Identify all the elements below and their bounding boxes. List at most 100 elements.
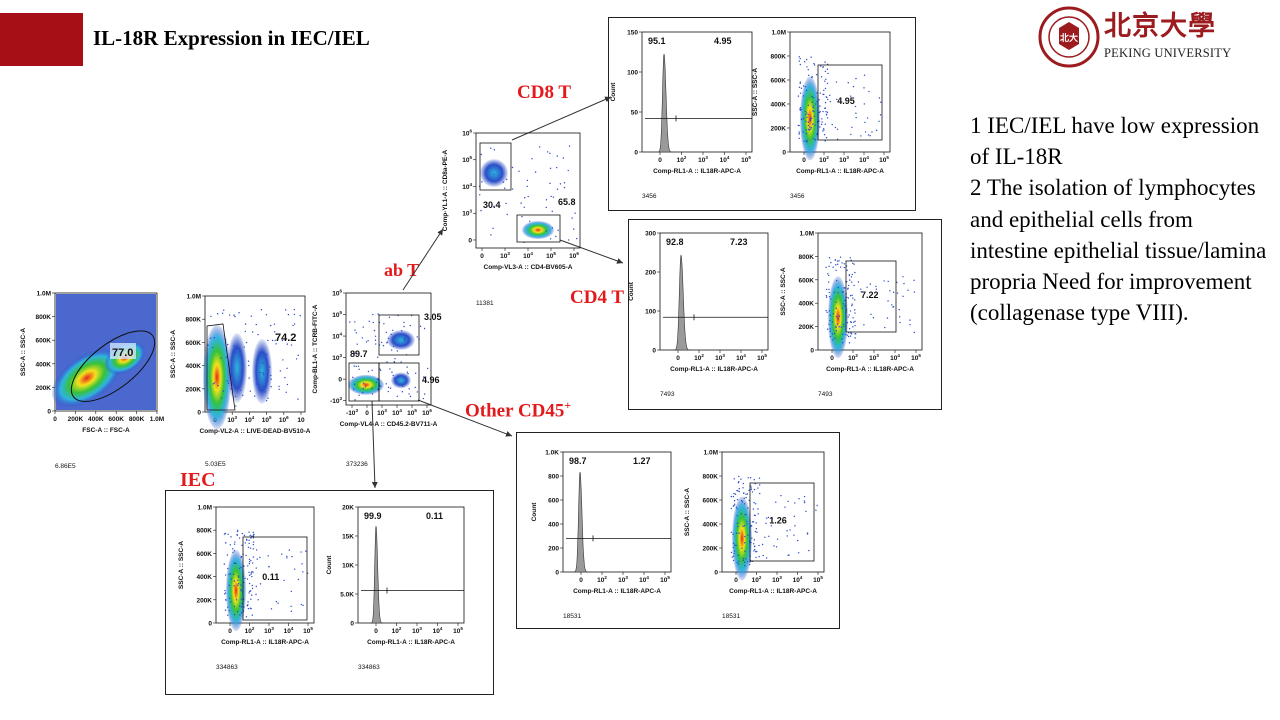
tcrb-event-dot [394, 357, 396, 360]
cd8cd4-xtick-exp: 3 [507, 251, 510, 256]
iec_dot-event-dot [256, 558, 258, 560]
cd8cd4-event-count: 11381 [476, 300, 494, 307]
cd4_dot-event-dot [851, 273, 854, 276]
other_dot-event-dot [744, 564, 746, 567]
cd8_dot-event-dot [855, 116, 857, 119]
cd8_dot-event-dot [800, 118, 803, 120]
other_dot-event-dot [750, 525, 752, 528]
tcrb-event-dot [422, 397, 425, 400]
cd8cd4-event-dot [555, 235, 557, 238]
cd8cd4-event-dot [493, 205, 495, 208]
iec_hist-xtick-exp: 4 [440, 626, 443, 631]
cd8cd4-event-dot [488, 205, 490, 207]
cd8_dot-event-dot [810, 56, 812, 58]
cd8_dot-event-dot [807, 124, 810, 127]
iec_dot-event-dot [243, 606, 245, 608]
cd8_dot-event-dot [819, 111, 821, 113]
iec_dot-event-dot [257, 599, 259, 601]
cd8_dot-event-dot [820, 65, 822, 67]
cd8_dot-event-dot [868, 90, 870, 93]
cd8_dot-event-dot [802, 117, 805, 120]
iec_dot-event-dot [236, 584, 239, 586]
cd4_dot-event-dot [828, 296, 831, 298]
label-cd4-t: CD4 T [570, 287, 625, 308]
cd8_dot-event-dot [802, 131, 804, 133]
other_dot-event-dot [805, 510, 807, 513]
cd4_dot-xtick-exp: 4 [897, 353, 900, 358]
tcrb-xlabel: Comp-VL4-A :: CD45.2-BV711-A [340, 421, 438, 428]
cd8_hist-ytick-label: 0 [634, 150, 638, 157]
cd8cd4-event-dot [480, 153, 482, 156]
cd4_dot-event-dot [829, 314, 831, 317]
cd8_dot-event-dot [798, 137, 800, 140]
iec_dot-event-dot [290, 610, 293, 613]
cd4_dot-event-dot [902, 276, 904, 278]
cd8cd4-event-dot [549, 182, 551, 185]
other_dot-event-dot [735, 532, 738, 535]
iec_dot-event-dot [239, 614, 241, 616]
cd8_dot-event-dot [825, 78, 827, 81]
iec_dot-event-dot [231, 548, 234, 550]
fsc-xtick-label: 800K [129, 416, 145, 423]
iec_hist-histogram [370, 525, 385, 624]
other_dot-event-dot [765, 522, 767, 525]
cd8_dot-event-dot [813, 110, 815, 113]
cd8cd4-event-dot [546, 151, 549, 153]
cd8_dot-event-dot [820, 76, 823, 78]
cd8cd4-event-dot [524, 197, 526, 199]
cd8cd4-event-dot [527, 195, 529, 198]
other_dot-event-dot [759, 492, 761, 495]
cd8cd4-event-dot [567, 169, 569, 172]
cd8cd4-ytick-label: 106 [462, 129, 472, 138]
livedead-event-dot [209, 337, 212, 339]
livedead-event-dot [257, 333, 259, 336]
cd8_dot-xtick-exp: 5 [886, 155, 889, 160]
other_dot-event-dot [752, 508, 755, 510]
tcrb-event-dot [423, 393, 426, 395]
cd4_dot-gate-percent: 7.22 [861, 290, 879, 300]
iec_dot-event-dot [255, 593, 257, 596]
iec_dot-event-dot [252, 531, 254, 534]
other_dot-event-dot [797, 552, 800, 554]
iec_dot-event-dot [236, 534, 238, 536]
iec_dot-event-dot [247, 604, 249, 606]
tcrb-event-dot [357, 365, 360, 368]
livedead-event-dot [210, 315, 212, 318]
iec_dot-event-dot [249, 547, 252, 549]
cd8_hist-event-count: 3456 [642, 193, 657, 200]
iec_dot-event-dot [224, 574, 227, 576]
cd4_dot-event-dot [848, 314, 850, 316]
tcrb-event-dot [349, 321, 351, 323]
iec_hist-ylabel: Count [326, 555, 333, 575]
tcrb-event-dot [371, 387, 373, 390]
cd4_dot-event-dot [848, 342, 851, 344]
other_dot-xlabel: Comp-RL1-A :: IL18R-APC-A [729, 588, 817, 595]
other_dot-event-dot [737, 563, 740, 565]
other_dot-event-dot [732, 542, 735, 545]
cd4_dot-event-dot [835, 326, 837, 329]
cd8_dot-event-dot [799, 107, 802, 109]
iec_dot-event-dot [240, 606, 243, 608]
cd8_dot-event-dot [860, 135, 862, 137]
iec_dot-event-dot [236, 610, 239, 613]
cd4_dot-event-dot [842, 303, 845, 305]
cd8_hist-ytick-label: 100 [627, 70, 638, 77]
other_hist-xtick-label: 104 [639, 575, 649, 584]
iec_dot-event-dot [286, 555, 288, 558]
livedead-event-dot [293, 323, 296, 325]
livedead-event-dot [270, 378, 272, 380]
cd4_hist-axes-frame [659, 232, 769, 351]
iec_dot-event-dot [248, 561, 251, 563]
iec_dot-event-dot [224, 532, 227, 535]
cd8_hist-gate-percent: 95.1 [648, 36, 666, 46]
cd8_dot-event-dot [825, 136, 828, 139]
iec_dot-event-dot [248, 592, 250, 594]
cd8_dot-event-dot [799, 92, 802, 94]
other_hist-ytick-label: 400 [548, 522, 559, 529]
cd8_dot-event-dot [813, 62, 815, 65]
cd8_dot-event-dot [878, 120, 880, 123]
cd8_hist-axes-frame [641, 31, 753, 153]
other_dot-event-dot [738, 532, 740, 534]
livedead-event-dot [207, 344, 209, 346]
